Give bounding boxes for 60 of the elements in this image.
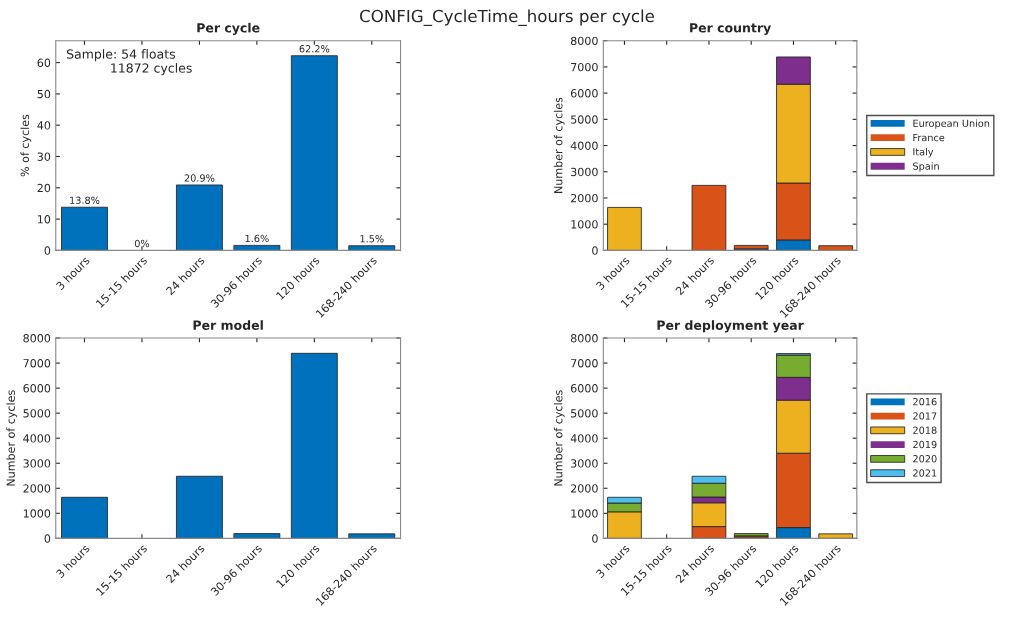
- y-tick-label: 8000: [570, 36, 598, 46]
- y-tick-label: 3000: [571, 459, 598, 468]
- y-tick-label: 6000: [23, 384, 51, 393]
- data-label: 20.9%: [184, 174, 215, 182]
- y-tick-label: 2000: [571, 193, 598, 203]
- y-axis-title: Number of cycles: [553, 390, 565, 486]
- y-axis-title: Number of cycles: [6, 390, 18, 486]
- y-tick-label: 1000: [571, 509, 598, 518]
- y-tick-label: 2000: [571, 484, 598, 493]
- legend-label: 2018: [913, 426, 937, 434]
- legend-label: 2016: [913, 397, 937, 406]
- legend-label: 2020: [913, 455, 937, 463]
- legend-label: France: [913, 134, 945, 142]
- legend-label: Italy: [913, 147, 934, 158]
- y-tick-label: 0: [592, 534, 598, 543]
- y-tick-label: 4000: [570, 141, 598, 150]
- y-tick-label: 0: [592, 246, 598, 255]
- y-tick-label: 40: [37, 121, 51, 130]
- y-tick-label: 10: [37, 215, 51, 224]
- legend-label: Spain: [913, 162, 939, 172]
- y-tick-label: 5000: [571, 409, 598, 418]
- chart-title: Per model: [193, 320, 263, 330]
- y-tick-label: 60: [37, 58, 51, 67]
- y-tick-label: 7000: [571, 359, 598, 368]
- data-label: 1.6%: [245, 234, 269, 243]
- y-tick-label: 0: [44, 246, 51, 255]
- y-tick-label: 4000: [23, 434, 51, 443]
- y-tick-label: 50: [37, 89, 51, 99]
- y-tick-label: 1000: [571, 220, 598, 229]
- annotation: Sample: 54 floats 11872 cycles: [66, 49, 192, 76]
- data-label: 0%: [134, 239, 150, 248]
- y-tick-label: 5000: [571, 115, 598, 124]
- data-label: 1.5%: [360, 235, 384, 243]
- legend-label: 2019: [913, 440, 937, 449]
- text: CONFIG_CycleTime_hours per cycle: [360, 9, 655, 26]
- y-tick-label: 7000: [23, 359, 51, 368]
- y-tick-label: 5000: [23, 409, 51, 418]
- y-axis-title: Number of cycles: [553, 97, 565, 193]
- y-tick-label: 8000: [23, 334, 51, 343]
- y-tick-label: 6000: [570, 89, 598, 98]
- legend-label: European Union: [913, 119, 990, 129]
- chart-title: Per deployment year: [657, 320, 804, 333]
- data-label: 62.2%: [299, 45, 330, 53]
- y-tick-label: 30: [37, 152, 51, 161]
- y-tick-label: 3000: [571, 167, 598, 177]
- y-tick-label: 8000: [570, 334, 598, 343]
- y-tick-label: 20: [37, 183, 51, 193]
- y-tick-label: 7000: [571, 62, 598, 72]
- legend-label: 2017: [913, 412, 937, 420]
- y-tick-label: 3000: [23, 459, 51, 468]
- y-axis-title: % of cycles: [20, 114, 32, 177]
- y-tick-label: 1000: [23, 509, 51, 518]
- chart-title: Per country: [690, 23, 771, 36]
- y-tick-label: 0: [44, 534, 51, 543]
- y-tick-label: 2000: [23, 484, 51, 493]
- data-label: 13.8%: [70, 196, 100, 204]
- legend-label: 2021: [913, 469, 937, 477]
- chart-title: Per cycle: [197, 22, 260, 36]
- y-tick-label: 6000: [570, 384, 598, 393]
- y-tick-label: 4000: [570, 434, 598, 443]
